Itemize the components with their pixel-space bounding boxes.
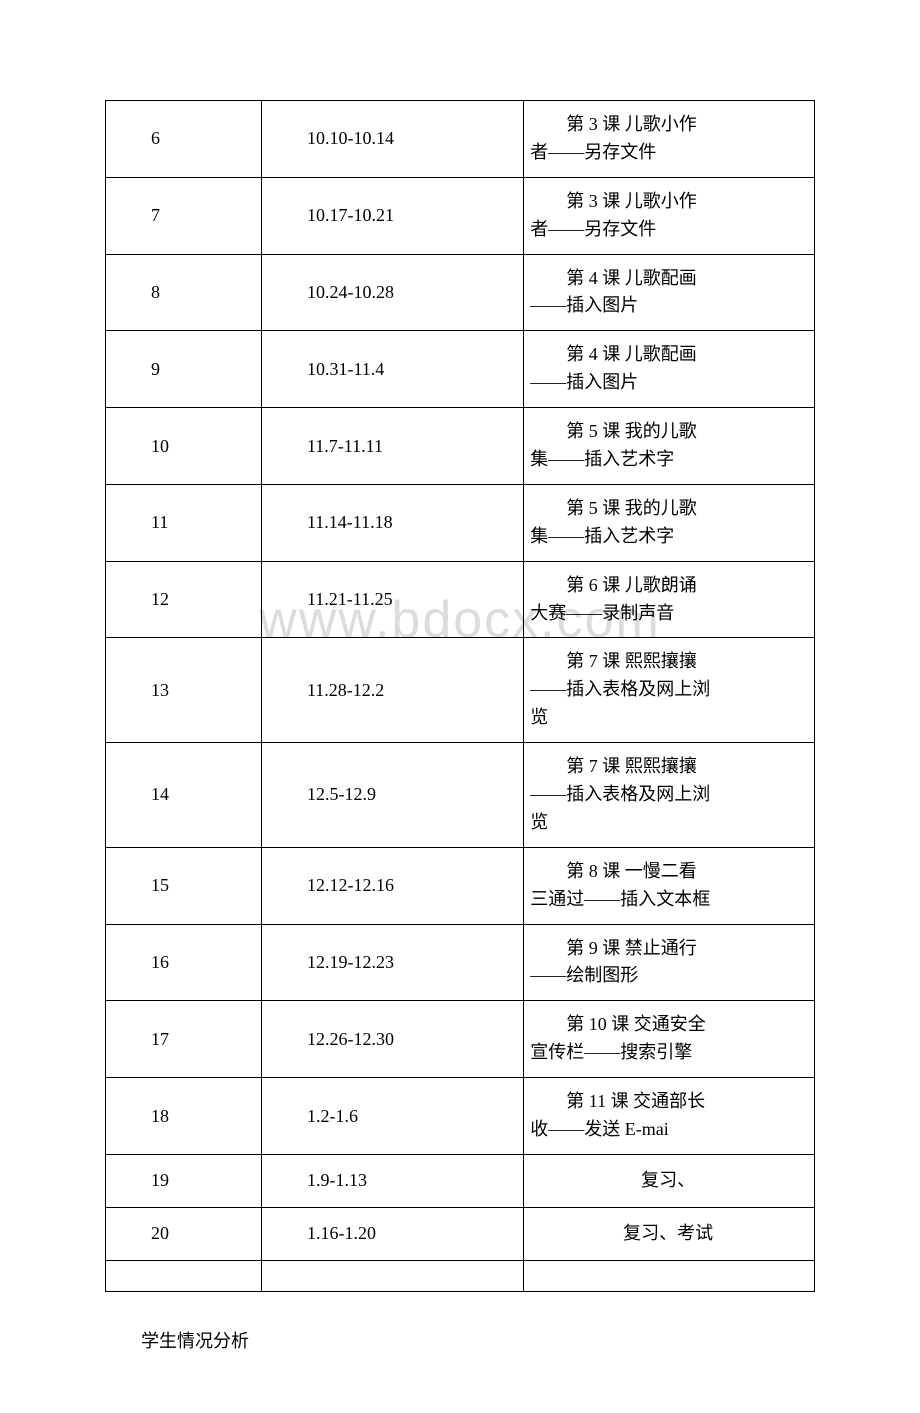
table-row: 12 11.21-11.25 第 6 课 儿歌朗诵大赛——录制声音 xyxy=(106,561,815,638)
cell-dates: 1.16-1.20 xyxy=(261,1207,523,1260)
table-row: 7 10.17-10.21 第 3 课 儿歌小作者——另存文件 xyxy=(106,177,815,254)
table-row: 10 11.7-11.11 第 5 课 我的儿歌集——插入艺术字 xyxy=(106,408,815,485)
cell-week: 10 xyxy=(106,408,262,485)
table-row: 11 11.14-11.18 第 5 课 我的儿歌集——插入艺术字 xyxy=(106,484,815,561)
table-row: 6 10.10-10.14 第 3 课 儿歌小作者——另存文件 xyxy=(106,101,815,178)
section-heading: 学生情况分析 xyxy=(105,1327,815,1353)
cell-week: 12 xyxy=(106,561,262,638)
cell-week: 7 xyxy=(106,177,262,254)
table-row: 8 10.24-10.28 第 4 课 儿歌配画——插入图片 xyxy=(106,254,815,331)
cell-lesson: 第 6 课 儿歌朗诵大赛——录制声音 xyxy=(524,561,815,638)
cell-empty xyxy=(524,1260,815,1291)
cell-lesson: 第 4 课 儿歌配画——插入图片 xyxy=(524,254,815,331)
cell-week: 9 xyxy=(106,331,262,408)
cell-dates: 10.17-10.21 xyxy=(261,177,523,254)
table-row: 16 12.19-12.23 第 9 课 禁止通行——绘制图形 xyxy=(106,924,815,1001)
cell-lesson: 第 3 课 儿歌小作者——另存文件 xyxy=(524,101,815,178)
cell-dates: 1.9-1.13 xyxy=(261,1154,523,1207)
cell-dates: 11.28-12.2 xyxy=(261,638,523,743)
cell-dates: 11.14-11.18 xyxy=(261,484,523,561)
cell-week: 8 xyxy=(106,254,262,331)
table-row-empty xyxy=(106,1260,815,1291)
table-row: 20 1.16-1.20 复习、考试 xyxy=(106,1207,815,1260)
cell-lesson: 第 5 课 我的儿歌集——插入艺术字 xyxy=(524,408,815,485)
cell-week: 15 xyxy=(106,847,262,924)
cell-lesson: 复习、考试 xyxy=(524,1207,815,1260)
schedule-table: 6 10.10-10.14 第 3 课 儿歌小作者——另存文件 7 10.17-… xyxy=(105,100,815,1292)
cell-week: 14 xyxy=(106,743,262,848)
table-row: 14 12.5-12.9 第 7 课 熙熙攘攘——插入表格及网上浏览 xyxy=(106,743,815,848)
cell-dates: 10.10-10.14 xyxy=(261,101,523,178)
cell-dates: 12.12-12.16 xyxy=(261,847,523,924)
cell-week: 16 xyxy=(106,924,262,1001)
cell-dates: 11.7-11.11 xyxy=(261,408,523,485)
cell-dates: 11.21-11.25 xyxy=(261,561,523,638)
table-row: 19 1.9-1.13 复习、 xyxy=(106,1154,815,1207)
table-row: 17 12.26-12.30 第 10 课 交通安全宣传栏——搜索引擎 xyxy=(106,1001,815,1078)
cell-week: 11 xyxy=(106,484,262,561)
cell-dates: 10.24-10.28 xyxy=(261,254,523,331)
table-row: 15 12.12-12.16 第 8 课 一慢二看三通过——插入文本框 xyxy=(106,847,815,924)
cell-lesson: 第 8 课 一慢二看三通过——插入文本框 xyxy=(524,847,815,924)
cell-lesson: 第 3 课 儿歌小作者——另存文件 xyxy=(524,177,815,254)
cell-dates: 12.5-12.9 xyxy=(261,743,523,848)
cell-lesson: 第 7 课 熙熙攘攘——插入表格及网上浏览 xyxy=(524,638,815,743)
cell-lesson: 第 7 课 熙熙攘攘——插入表格及网上浏览 xyxy=(524,743,815,848)
cell-dates: 12.19-12.23 xyxy=(261,924,523,1001)
cell-lesson: 第 4 课 儿歌配画——插入图片 xyxy=(524,331,815,408)
cell-empty xyxy=(261,1260,523,1291)
cell-week: 19 xyxy=(106,1154,262,1207)
cell-week: 13 xyxy=(106,638,262,743)
cell-lesson: 第 11 课 交通部长收——发送 E-mai xyxy=(524,1078,815,1155)
table-row: 9 10.31-11.4 第 4 课 儿歌配画——插入图片 xyxy=(106,331,815,408)
cell-dates: 1.2-1.6 xyxy=(261,1078,523,1155)
cell-lesson: 复习、 xyxy=(524,1154,815,1207)
cell-dates: 10.31-11.4 xyxy=(261,331,523,408)
cell-dates: 12.26-12.30 xyxy=(261,1001,523,1078)
cell-lesson: 第 9 课 禁止通行——绘制图形 xyxy=(524,924,815,1001)
cell-empty xyxy=(106,1260,262,1291)
cell-lesson: 第 5 课 我的儿歌集——插入艺术字 xyxy=(524,484,815,561)
table-row: 18 1.2-1.6 第 11 课 交通部长收——发送 E-mai xyxy=(106,1078,815,1155)
table-row: 13 11.28-12.2 第 7 课 熙熙攘攘——插入表格及网上浏览 xyxy=(106,638,815,743)
cell-week: 17 xyxy=(106,1001,262,1078)
cell-week: 18 xyxy=(106,1078,262,1155)
cell-week: 6 xyxy=(106,101,262,178)
cell-week: 20 xyxy=(106,1207,262,1260)
cell-lesson: 第 10 课 交通安全宣传栏——搜索引擎 xyxy=(524,1001,815,1078)
